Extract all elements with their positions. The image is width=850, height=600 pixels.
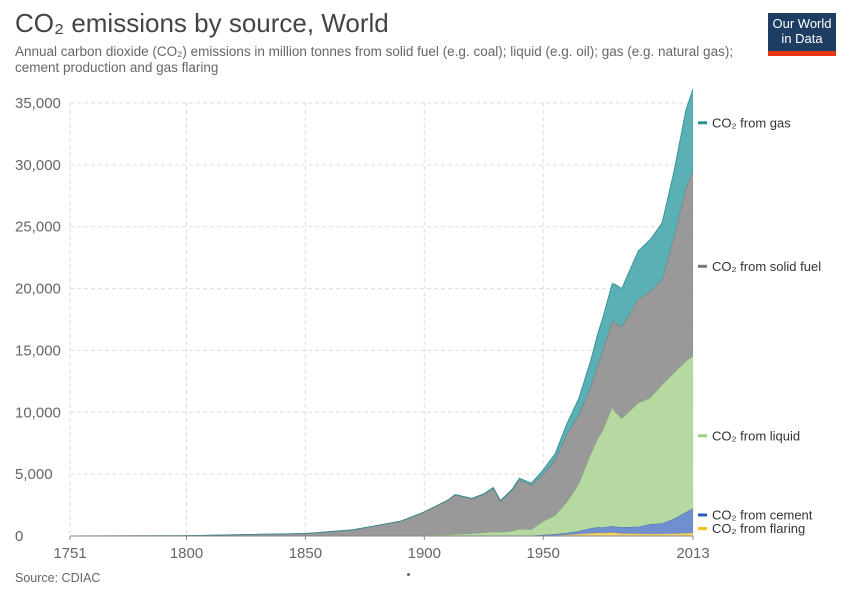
area-edge-gas [69,88,694,537]
y-tick-label: 15,000 [15,342,61,359]
x-tick-label: 1800 [170,545,203,562]
logo-line-1: Our World [772,16,832,31]
logo-accent-bar [768,51,836,56]
legend-label-solid: CO₂ from solid fuel [712,259,821,274]
legend-label-liquid: CO₂ from liquid [712,428,800,443]
footer-dot [407,573,410,576]
legend: CO₂ from gas CO₂ from solid fuel CO₂ from … [698,115,821,536]
logo-line-2: in Data [781,31,823,46]
y-tick-label: 30,000 [15,157,61,174]
axes: 0 5,000 10,000 15,000 20,000 25,000 30,000 35,0… [15,95,710,562]
chart-subtitle: Annual carbon dioxide (CO₂) emissions in… [15,44,734,75]
x-tick-label: 1950 [527,545,560,562]
y-tick-label: 10,000 [15,404,61,421]
area-series [69,88,694,537]
owid-logo[interactable]: Our World in Data [768,13,836,56]
y-tick-label: 35,000 [15,95,61,112]
x-tick-label: 1900 [408,545,441,562]
legend-label-gas: CO₂ from gas [712,115,791,130]
x-tick-label: 1850 [289,545,322,562]
y-tick-label: 25,000 [15,219,61,236]
legend-label-flaring: CO₂ from flaring [712,521,805,536]
source-note: Source: CDIAC [15,571,101,585]
x-tick-label: 1751 [53,545,86,562]
legend-label-cement: CO₂ from cement [712,507,813,522]
y-tick-label: 20,000 [15,281,61,298]
x-tick-label: 2013 [676,545,709,562]
area-cement [70,508,693,536]
y-tick-label: 5,000 [15,466,53,483]
area-liquid [70,356,693,536]
chart-title: CO₂ emissions by source, World [15,8,389,38]
y-tick-label: 0 [15,528,23,545]
